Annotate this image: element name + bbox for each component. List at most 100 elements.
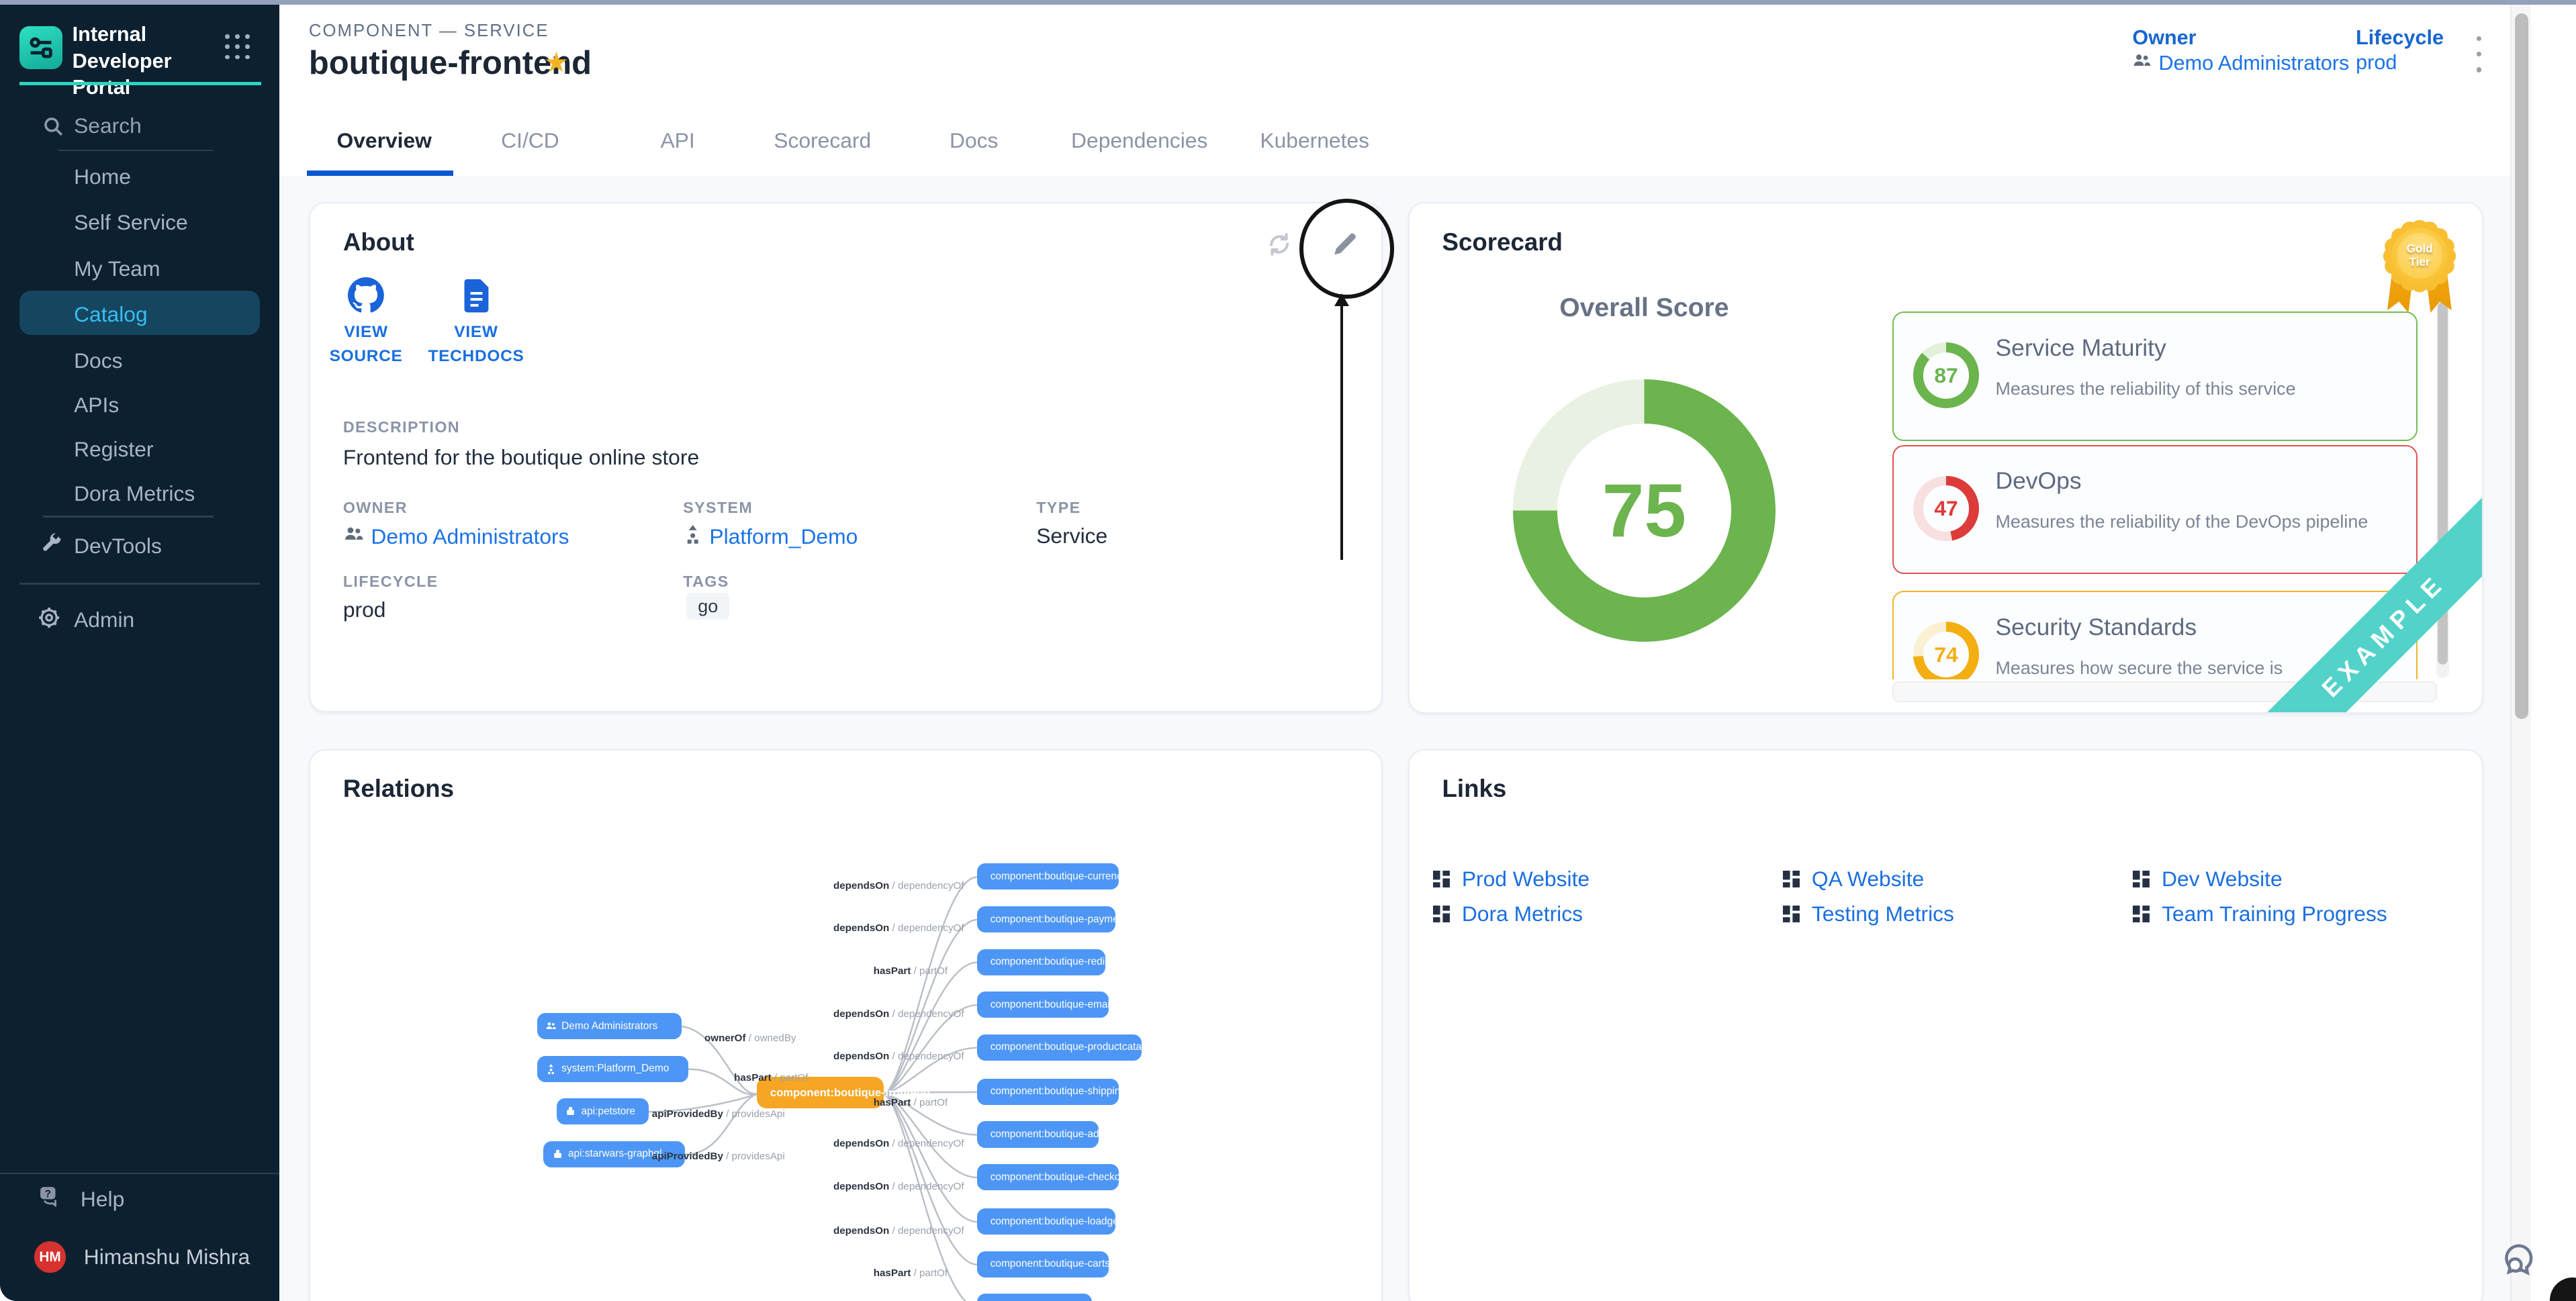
node-label: Demo Administrators (561, 1020, 657, 1032)
edge-label: hasPart / partOf (734, 1072, 808, 1083)
scorecard-sections: 87 Service Maturity Measures the reliabi… (1892, 295, 2434, 679)
scorecard-section-service-maturity[interactable]: 87 Service Maturity Measures the reliabi… (1892, 311, 2418, 440)
owner-label: Owner (2132, 26, 2196, 50)
view-source-link[interactable]: VIEW SOURCE (314, 320, 419, 369)
node-label: api:starwars-graphql (568, 1148, 662, 1160)
sidebar-item-apis[interactable]: APIs (74, 393, 119, 418)
refresh-icon[interactable] (1264, 230, 1294, 266)
sections-vertical-scrollbar[interactable] (2436, 297, 2450, 678)
tab-kubernetes[interactable]: Kubernetes (1260, 128, 1369, 153)
graph-node-api-petstore[interactable]: api:petstore (557, 1098, 649, 1124)
type-field-label: TYPE (1036, 499, 1080, 517)
scorecard-section-devops[interactable]: 47 DevOps Measures the reliability of th… (1892, 445, 2418, 574)
group-icon (2132, 51, 2152, 76)
owner-field-value: Demo Administrators (371, 524, 569, 549)
link-dora-metrics[interactable]: Dora Metrics (1432, 902, 1583, 926)
link-label: Dev Website (2162, 867, 2283, 892)
sidebar-item-devtools[interactable]: DevTools (74, 534, 162, 559)
graph-node-productcatalogservice[interactable]: component:boutique-productcatalogservice (977, 1034, 1142, 1061)
techdocs-icon (460, 277, 493, 320)
about-card: About VIEW SOURCE VIEW TECHDOCS DESCRIPT… (309, 202, 1383, 712)
link-label: Team Training Progress (2162, 902, 2387, 926)
favorite-star-icon[interactable]: ★ (544, 46, 569, 79)
relations-card: Relations Demo Administrators system: (309, 749, 1383, 1301)
owner-field-label: OWNER (343, 499, 408, 517)
portal-title: Internal Developer Portal (73, 21, 210, 101)
avatar: HM (34, 1241, 65, 1272)
graph-node-loadgenerator[interactable]: component:boutique-loadgenerator (977, 1208, 1115, 1235)
node-label: system:Platform_Demo (561, 1063, 669, 1075)
edge-label: dependsOn / dependencyOf (803, 880, 964, 892)
node-label: component:boutique-paymentservice (991, 914, 1160, 926)
graph-node-system-platform-demo[interactable]: system:Platform_Demo (537, 1056, 688, 1082)
view-techdocs-link[interactable]: VIEW TECHDOCS (415, 320, 537, 369)
more-options-icon[interactable] (2467, 33, 2490, 76)
section-description: Measures the reliability of this service (1995, 379, 2295, 399)
chat-bubbles-icon[interactable] (2499, 1237, 2548, 1292)
section-name: DevOps (1995, 467, 2081, 495)
edge-label: dependsOn / dependencyOf (803, 1051, 964, 1062)
gold-tier-badge: Gold Tier (2380, 216, 2458, 324)
sidebar-item-help[interactable]: ? Help (38, 1184, 124, 1214)
tab-scorecard[interactable]: Scorecard (774, 128, 871, 153)
sidebar-item-admin[interactable]: Admin (74, 608, 134, 632)
link-label: QA Website (1812, 867, 1924, 892)
svg-text:?: ? (45, 1188, 51, 1200)
owner-link[interactable]: Demo Administrators (2132, 51, 2349, 76)
tag-chip[interactable]: go (686, 593, 729, 620)
lifecycle-field-value: prod (343, 597, 386, 622)
link-team-training-progress[interactable]: Team Training Progress (2132, 902, 2387, 926)
breadcrumb: COMPONENT — SERVICE (309, 21, 549, 41)
graph-node-shippingservice[interactable]: component:boutique-shippingservice (977, 1079, 1118, 1105)
tab-cicd[interactable]: CI/CD (501, 128, 559, 153)
sidebar-item-my-team[interactable]: My Team (74, 256, 160, 281)
search-icon[interactable] (43, 115, 64, 144)
system-field-link[interactable]: Platform_Demo (683, 524, 858, 550)
edge-label: apiProvidedBy / providesApi (652, 1108, 785, 1120)
app-switcher-icon[interactable] (225, 34, 251, 60)
graph-node-currencyservice[interactable]: component:boutique-currencyservice (977, 863, 1118, 889)
node-label: component:boutique-productcatalogservice (991, 1041, 1189, 1053)
tab-dependencies[interactable]: Dependencies (1071, 128, 1207, 153)
graph-node-cartservice[interactable]: component:boutique-cartservice (977, 1251, 1109, 1278)
links-card: Links Prod Website QA Website Dev Websit… (1408, 749, 2483, 1301)
help-label: Help (81, 1187, 124, 1212)
overall-score-value: 75 (1602, 467, 1686, 554)
sidebar-accent-divider (19, 82, 261, 85)
sidebar-item-self-service[interactable]: Self Service (74, 210, 188, 235)
system-icon (683, 524, 702, 550)
link-label: Prod Website (1462, 867, 1590, 892)
node-label: component:boutique-loadgenerator (991, 1216, 1152, 1228)
link-prod-website[interactable]: Prod Website (1432, 867, 1590, 892)
sidebar-user[interactable]: HM Himanshu Mishra (34, 1241, 250, 1272)
node-label: component:boutique-checkoutservice (991, 1171, 1162, 1184)
node-label: component:boutique-adservice (991, 1128, 1132, 1141)
link-testing-metrics[interactable]: Testing Metrics (1782, 902, 1954, 926)
search-input[interactable]: Search (74, 113, 142, 138)
link-dev-website[interactable]: Dev Website (2132, 867, 2283, 892)
sidebar-item-dora-metrics[interactable]: Dora Metrics (74, 481, 195, 506)
tags-field-label: TAGS (683, 573, 729, 591)
link-qa-website[interactable]: QA Website (1782, 867, 1924, 892)
graph-node-paymentservice[interactable]: component:boutique-paymentservice (977, 906, 1115, 932)
app-screen: Internal Developer Portal Search Home Se… (0, 0, 2576, 1301)
owner-field-link[interactable]: Demo Administrators (343, 524, 569, 550)
sidebar-item-docs[interactable]: Docs (74, 348, 122, 373)
portal-logo-icon[interactable] (19, 26, 62, 69)
tab-docs[interactable]: Docs (950, 128, 998, 153)
graph-node-emailservice[interactable]: component:boutique-emailservice (977, 992, 1109, 1018)
links-title: Links (1442, 775, 1506, 803)
sidebar-item-home[interactable]: Home (74, 164, 131, 189)
graph-node-checkoutservice[interactable]: component:boutique-checkoutservice (977, 1164, 1118, 1190)
graph-node-clipped[interactable] (977, 1294, 1092, 1300)
node-label: component:boutique-cartservice (991, 1258, 1138, 1270)
graph-node-demo-administrators[interactable]: Demo Administrators (537, 1013, 682, 1039)
tab-api[interactable]: API (660, 128, 694, 153)
node-label: component:boutique-redisservice (991, 956, 1143, 968)
sidebar-item-register[interactable]: Register (74, 437, 153, 462)
page-scrollbar[interactable] (2510, 5, 2531, 1300)
sidebar-item-catalog[interactable]: Catalog (74, 302, 148, 327)
tab-overview[interactable]: Overview (337, 128, 432, 153)
graph-node-adservice[interactable]: component:boutique-adservice (977, 1121, 1099, 1147)
graph-node-redisservice[interactable]: component:boutique-redisservice (977, 949, 1105, 975)
